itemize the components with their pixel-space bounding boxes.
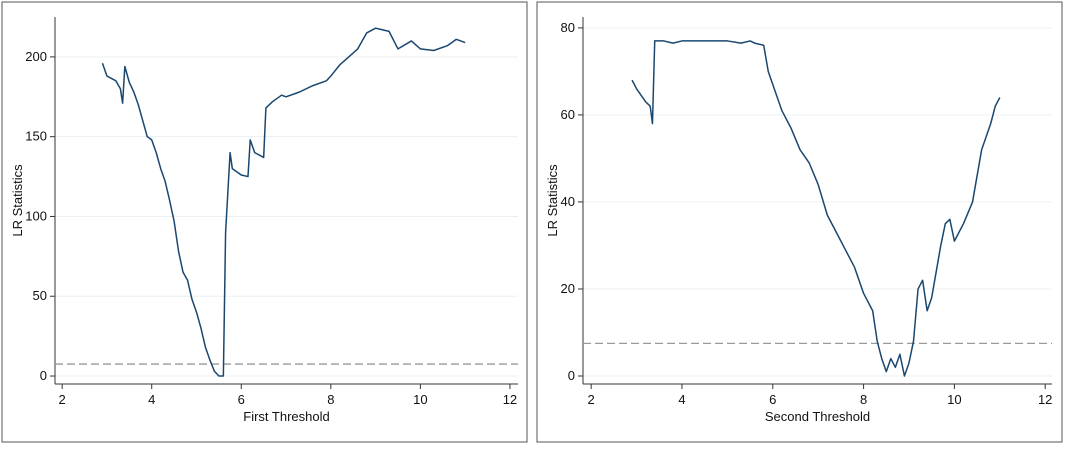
y-tick-label: 20 <box>561 281 575 296</box>
y-tick-label: 60 <box>561 107 575 122</box>
y-tick-label: 200 <box>25 49 47 64</box>
x-tick-label: 2 <box>588 392 595 407</box>
x-tick-label: 8 <box>860 392 867 407</box>
y-axis-label: LR Statistics <box>10 164 25 237</box>
y-tick-label: 0 <box>40 368 47 383</box>
x-tick-label: 6 <box>238 392 245 407</box>
y-axis-label: LR Statistics <box>545 164 560 237</box>
data-line <box>631 40 1001 377</box>
y-tick-label: 0 <box>568 368 575 383</box>
x-tick-label: 10 <box>413 392 427 407</box>
x-tick-label: 4 <box>148 392 155 407</box>
x-tick-label: 12 <box>503 392 517 407</box>
y-tick-label: 40 <box>561 194 575 209</box>
x-tick-label: 10 <box>947 392 961 407</box>
y-tick-label: 80 <box>561 20 575 35</box>
panel-border <box>1 1 528 443</box>
y-tick-label: 50 <box>33 288 47 303</box>
x-tick-label: 12 <box>1038 392 1052 407</box>
x-axis-label: Second Threshold <box>765 409 870 424</box>
x-tick-label: 6 <box>769 392 776 407</box>
x-tick-label: 2 <box>59 392 66 407</box>
panel-border <box>536 1 1063 443</box>
y-tick-label: 100 <box>25 208 47 223</box>
y-tick-label: 150 <box>25 129 47 144</box>
x-tick-label: 8 <box>327 392 334 407</box>
x-tick-label: 4 <box>678 392 685 407</box>
x-axis-label: First Threshold <box>243 409 329 424</box>
data-line <box>101 27 466 377</box>
